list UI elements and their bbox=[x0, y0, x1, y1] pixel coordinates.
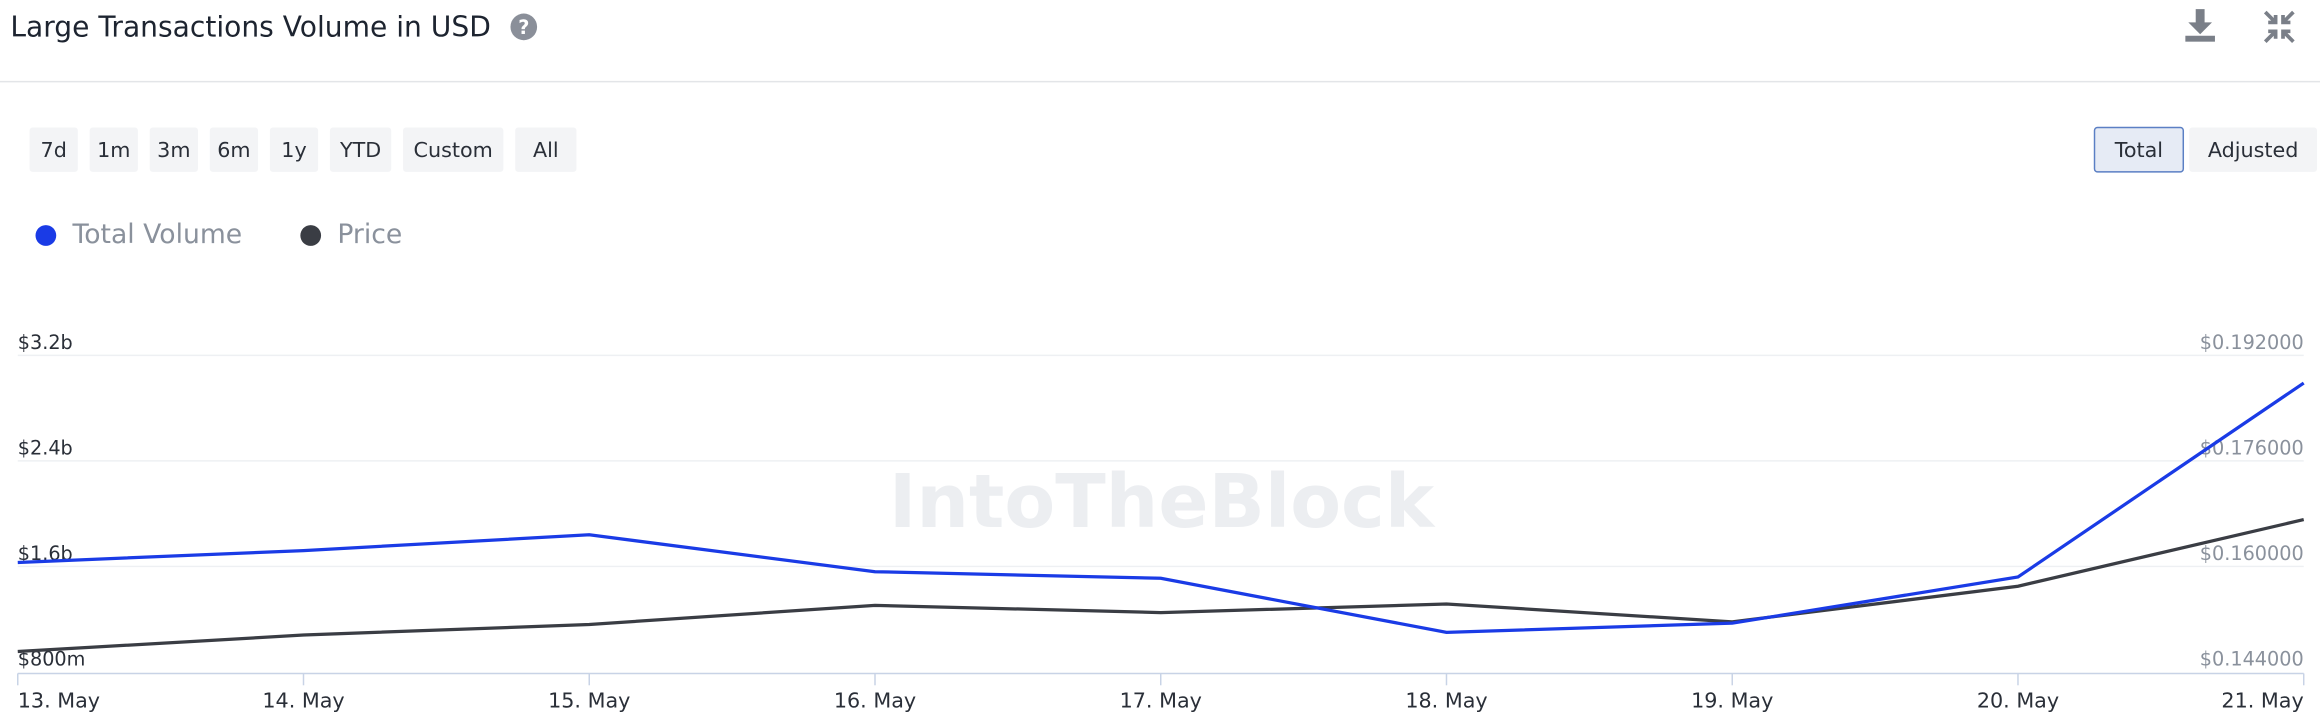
help-icon[interactable]: ? bbox=[510, 13, 538, 41]
range-button[interactable] bbox=[329, 127, 392, 172]
x-tick-label: 17. May bbox=[1120, 689, 1202, 713]
range-label[interactable]: YTD bbox=[339, 138, 381, 162]
title: Large Transactions Volume in USD bbox=[10, 10, 491, 43]
range-label[interactable]: 6m bbox=[217, 138, 250, 162]
x-tick-label: 13. May bbox=[18, 689, 100, 713]
x-tick-label: 16. May bbox=[834, 689, 916, 713]
y-tick-label: $800m bbox=[18, 648, 86, 671]
collapse-icon[interactable] bbox=[2263, 10, 2295, 43]
x-tick-label: 14. May bbox=[262, 689, 344, 713]
mode-button[interactable] bbox=[2093, 126, 2185, 173]
range-label[interactable]: 7d bbox=[41, 138, 67, 162]
range-label[interactable]: Custom bbox=[414, 138, 493, 162]
mode-label[interactable]: Total bbox=[2114, 138, 2163, 162]
series-line bbox=[17, 381, 2305, 635]
range-button[interactable] bbox=[149, 127, 198, 172]
range-button[interactable] bbox=[29, 127, 78, 172]
x-tick-label: 20. May bbox=[1977, 689, 2059, 713]
legend-label[interactable]: Total Volume bbox=[72, 219, 243, 250]
plot: IntoTheBlock$800m$1.6b$2.4b$3.2b$0.14400… bbox=[17, 331, 2305, 713]
x-tick-label: 18. May bbox=[1405, 689, 1487, 713]
x-tick-label: 21. May bbox=[2221, 689, 2303, 713]
y2-tick-label: $0.160000 bbox=[2200, 542, 2304, 565]
range-button[interactable] bbox=[403, 127, 504, 172]
range-label[interactable]: 1m bbox=[97, 138, 130, 162]
legend-marker bbox=[300, 225, 322, 246]
y2-tick-label: $0.192000 bbox=[2200, 331, 2304, 354]
series-line bbox=[17, 518, 2305, 654]
y2-tick-label: $0.176000 bbox=[2200, 437, 2304, 460]
legend-marker bbox=[35, 225, 57, 246]
legend-label[interactable]: Price bbox=[337, 219, 402, 250]
range-label[interactable]: 3m bbox=[157, 138, 190, 162]
range-button[interactable] bbox=[515, 127, 577, 172]
watermark: IntoTheBlock bbox=[889, 459, 1436, 545]
controls: 7d 1m 3m 6m 1y YTD Custom All Adjusted Total Total… bbox=[29, 126, 2318, 250]
x-tick-label: 19. May bbox=[1691, 689, 1773, 713]
range-label[interactable]: 1y bbox=[281, 138, 306, 162]
mode-button[interactable] bbox=[2189, 127, 2318, 172]
range-button[interactable] bbox=[269, 127, 319, 172]
y-tick-label: $3.2b bbox=[18, 331, 73, 354]
range-label[interactable]: All bbox=[533, 138, 559, 162]
range-button[interactable] bbox=[209, 127, 259, 172]
y-tick-label: $2.4b bbox=[18, 437, 73, 460]
y2-tick-label: $0.144000 bbox=[2200, 648, 2304, 671]
mode-label[interactable]: Adjusted bbox=[2208, 138, 2299, 162]
download-icon[interactable] bbox=[2185, 9, 2215, 42]
x-tick-label: 15. May bbox=[548, 689, 630, 713]
svg-text:?: ? bbox=[518, 16, 529, 39]
range-button[interactable] bbox=[89, 127, 138, 172]
